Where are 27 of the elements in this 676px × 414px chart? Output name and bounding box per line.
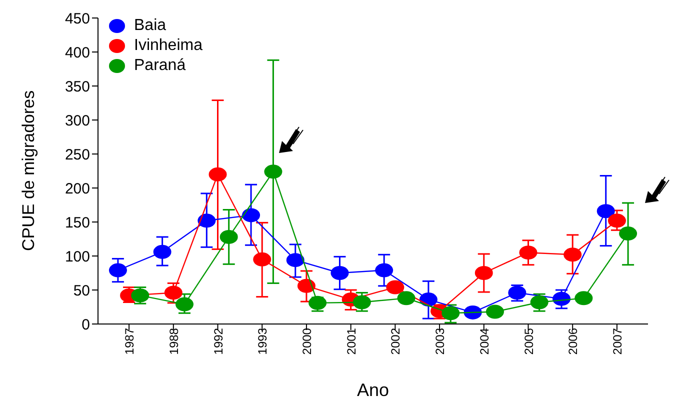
x-tick-label: 1992 <box>211 328 226 355</box>
x-tick-label: 1987 <box>122 328 137 355</box>
y-tick-label: 50 <box>73 282 90 300</box>
x-tick-label: 2006 <box>566 328 580 355</box>
y-tick-label: 0 <box>82 316 90 334</box>
x-tick-label: 1988 <box>166 328 181 355</box>
legend-label: Paraná <box>134 56 186 76</box>
x-tick-label: 2003 <box>433 328 448 355</box>
x-tick-label: 2004 <box>477 328 492 355</box>
legend-label: Baia <box>134 16 166 36</box>
x-tick-label: 2007 <box>610 328 624 355</box>
y-tick-label: 450 <box>64 10 90 28</box>
y-tick-label: 350 <box>64 78 90 96</box>
y-axis-title: CPUE de migradores <box>19 90 38 251</box>
y-tick-label: 250 <box>64 146 90 164</box>
x-tick-label: 2002 <box>388 328 403 355</box>
x-axis-title: Ano <box>356 380 390 400</box>
x-tick-label: 1993 <box>256 328 270 355</box>
y-tick-label: 200 <box>64 180 90 198</box>
x-tick-label: 2005 <box>522 328 536 355</box>
y-tick-label: 100 <box>64 248 90 266</box>
legend-label: Ivinheima <box>134 36 202 56</box>
x-tick-label: 2001 <box>344 328 358 355</box>
x-tick-label: 2000 <box>300 328 314 355</box>
y-tick-label: 150 <box>64 214 90 232</box>
y-tick-label: 300 <box>64 112 90 130</box>
y-tick-label: 400 <box>64 44 90 62</box>
